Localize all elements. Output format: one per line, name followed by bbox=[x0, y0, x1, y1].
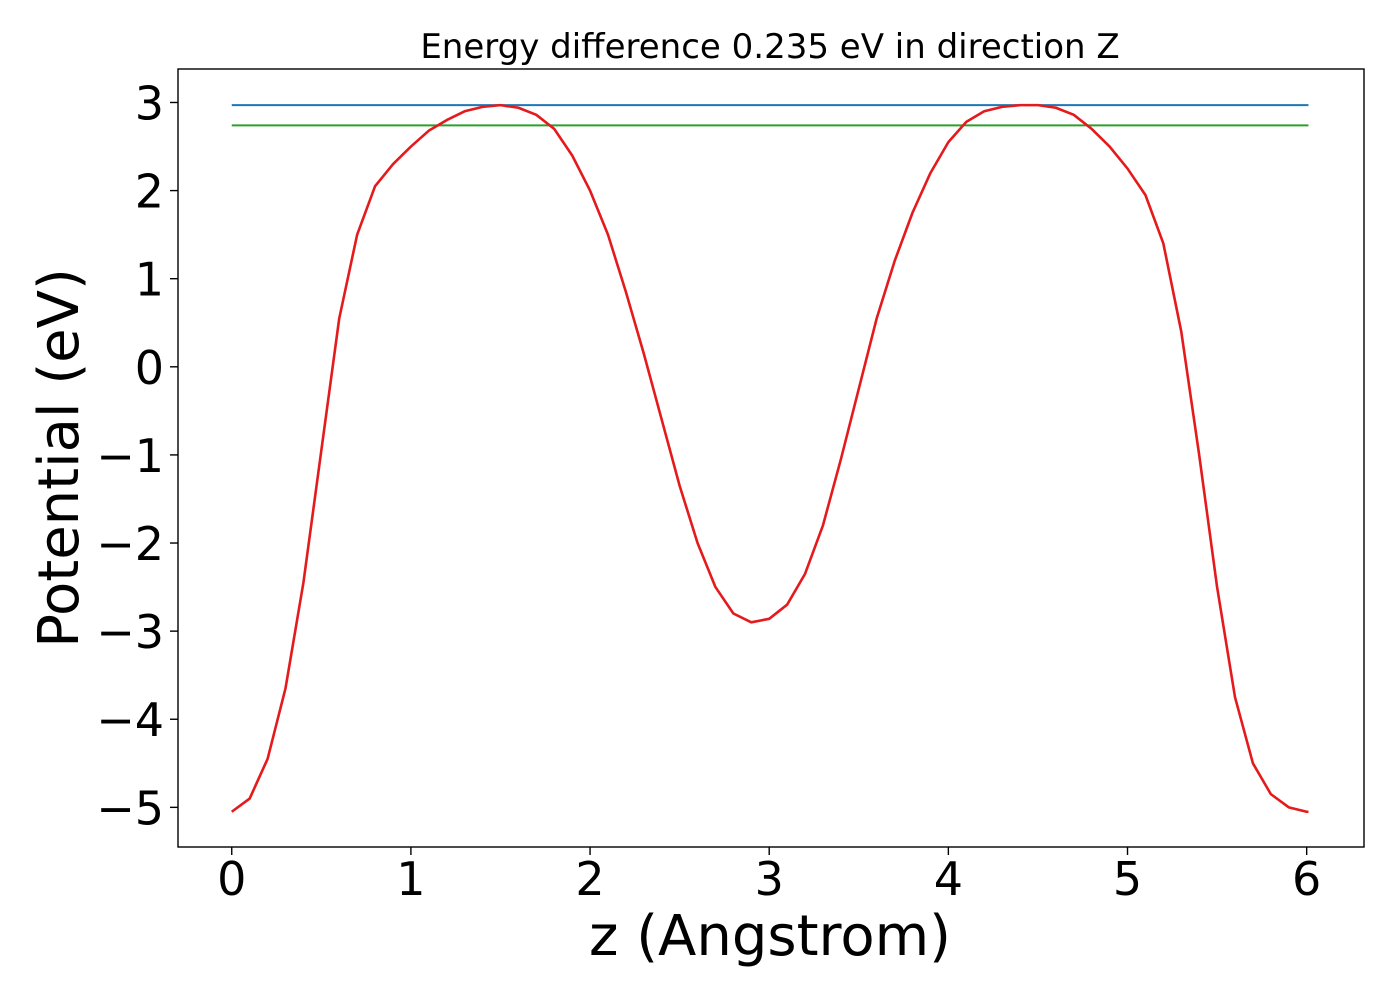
x-tick-label: 1 bbox=[396, 852, 425, 906]
y-tick-label: 3 bbox=[135, 76, 164, 130]
y-tick-label: −3 bbox=[96, 605, 164, 659]
x-axis-label: z (Angstrom) bbox=[589, 904, 951, 969]
x-tick-label: 4 bbox=[934, 852, 963, 906]
y-tick-label: −5 bbox=[96, 781, 164, 835]
y-tick-label: −1 bbox=[96, 429, 164, 483]
y-tick-label: 0 bbox=[135, 341, 164, 395]
series-line-3 bbox=[230, 103, 1309, 814]
y-tick-label: −4 bbox=[96, 693, 164, 747]
x-tick-label: 0 bbox=[217, 852, 246, 906]
plot-lines bbox=[230, 103, 1309, 814]
plot-frame bbox=[177, 68, 1365, 848]
y-tick-label: 2 bbox=[135, 165, 164, 219]
chart-title: Energy difference 0.235 eV in direction … bbox=[420, 27, 1119, 67]
y-axis: 3 2 1 0 −1 −2 −3 −4 −5 bbox=[96, 76, 178, 835]
y-tick-label: −2 bbox=[96, 517, 164, 571]
x-tick-label: 6 bbox=[1292, 852, 1321, 906]
x-tick-label: 2 bbox=[575, 852, 604, 906]
y-axis-label: Potential (eV) bbox=[27, 268, 92, 648]
x-axis: 0 1 2 3 4 5 6 bbox=[217, 847, 1321, 906]
x-tick-label: 5 bbox=[1113, 852, 1142, 906]
y-tick-label: 1 bbox=[135, 253, 164, 307]
x-tick-label: 3 bbox=[755, 852, 784, 906]
